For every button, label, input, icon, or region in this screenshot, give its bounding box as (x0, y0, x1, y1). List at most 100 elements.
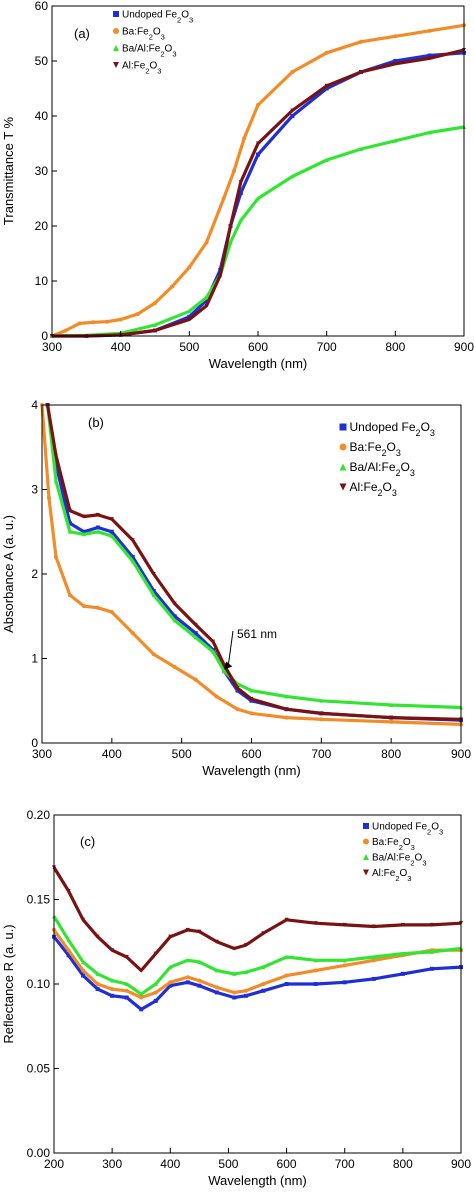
series-line (40, 404, 462, 726)
data-point (290, 70, 295, 74)
data-point (342, 958, 347, 963)
data-point (249, 697, 254, 702)
data-point (135, 312, 140, 316)
chart-panel-2: 300 400 500 600 700 800 900 0 1 2 3 4 Wavelength (nm… (1, 398, 471, 778)
series-1 (52, 934, 463, 1012)
data-point (153, 951, 158, 956)
data-point (256, 141, 260, 146)
x-tick-label: 500 (172, 747, 192, 761)
data-point (214, 939, 219, 944)
legend: Undoped Fe2O3 Ba:Fe2O3 Ba/Al:Fe2O3 Al:Fe2O3 (339, 420, 435, 498)
data-point (232, 990, 237, 995)
data-point (256, 196, 260, 201)
data-point (243, 970, 248, 975)
data-point (153, 990, 158, 995)
y-tick-label: 0 (31, 736, 38, 750)
x-axis-label: Wavelength (nm) (209, 356, 308, 371)
legend-marker (339, 443, 347, 451)
series-1 (50, 50, 466, 338)
legend-marker (113, 11, 119, 17)
x-tick-label: 700 (317, 340, 337, 354)
data-point (66, 948, 71, 953)
data-point (243, 943, 248, 948)
data-point (371, 924, 376, 929)
x-tick-label: 800 (381, 747, 401, 761)
legend-label: Ba:Fe2O3 (350, 440, 401, 458)
data-point (124, 995, 129, 1000)
data-point (231, 169, 236, 173)
y-tick-label: 0.10 (27, 977, 51, 991)
x-tick-label: 600 (277, 1157, 297, 1171)
data-point (400, 951, 405, 956)
legend-label: Al:Fe2O3 (372, 868, 411, 883)
legend-marker (113, 62, 119, 68)
y-tick-label: 4 (31, 398, 38, 412)
y-tick-label: 30 (35, 164, 49, 178)
data-point (214, 968, 219, 973)
data-point (172, 601, 177, 606)
data-point (284, 954, 289, 959)
data-point (67, 529, 72, 534)
legend-entry: Ba:Fe2O3 (363, 837, 415, 852)
series-line (52, 915, 462, 996)
panel-label: (c) (80, 834, 95, 849)
data-point (256, 152, 260, 157)
data-point (172, 614, 177, 619)
legend-marker (339, 423, 347, 431)
data-point (95, 529, 100, 534)
legend-label: Ba/Al:Fe2O3 (122, 44, 176, 59)
data-point (313, 982, 318, 986)
plot-area (52, 865, 463, 1012)
data-point (319, 698, 324, 703)
data-point (185, 975, 190, 980)
legend-marker (339, 483, 347, 491)
y-tick-label: 20 (35, 219, 49, 233)
data-point (319, 717, 324, 722)
data-point (232, 946, 237, 951)
data-point (256, 103, 260, 107)
series-line (51, 125, 465, 338)
data-point (290, 114, 295, 118)
x-tick-label: 900 (451, 747, 471, 761)
data-point (197, 960, 202, 965)
data-point (284, 973, 289, 978)
plot-frame (51, 5, 465, 337)
data-point (193, 631, 198, 636)
data-point (193, 677, 198, 682)
data-point (153, 982, 158, 986)
data-point (185, 958, 190, 963)
data-point (95, 605, 100, 610)
data-point (400, 971, 405, 976)
x-axis-label: Wavelength (nm) (202, 763, 301, 778)
data-point (81, 968, 86, 973)
series-line (46, 404, 462, 721)
data-point (53, 462, 58, 467)
legend-label: Ba/Al:Fe2O3 (350, 460, 415, 478)
data-point (371, 976, 376, 981)
data-point (67, 508, 72, 513)
data-point (124, 954, 129, 959)
data-point (95, 987, 100, 992)
data-point (359, 147, 363, 151)
data-point (261, 982, 266, 986)
y-tick-label: 1 (31, 652, 38, 666)
data-point (153, 301, 157, 305)
legend-label: Undoped Fe2O3 (372, 822, 443, 837)
series-line (46, 404, 462, 710)
legend-entry: Al:Fe2O3 (339, 480, 397, 498)
data-point (104, 319, 109, 324)
data-point (389, 715, 394, 720)
data-point (46, 495, 51, 500)
data-point (110, 948, 115, 953)
legend-entry: Ba:Fe2O3 (113, 27, 165, 41)
data-point (95, 512, 100, 517)
legend-entry: Ba/Al:Fe2O3 (339, 460, 415, 478)
data-point (130, 555, 135, 560)
legend-entry: Ba/Al:Fe2O3 (363, 853, 426, 867)
legend-entry: Undoped Fe2O3 (113, 10, 193, 24)
y-tick-label: 60 (35, 0, 49, 13)
data-point (284, 982, 289, 986)
data-point (151, 588, 156, 593)
y-axis-label: Reflectance R (a. u.) (1, 924, 16, 1043)
